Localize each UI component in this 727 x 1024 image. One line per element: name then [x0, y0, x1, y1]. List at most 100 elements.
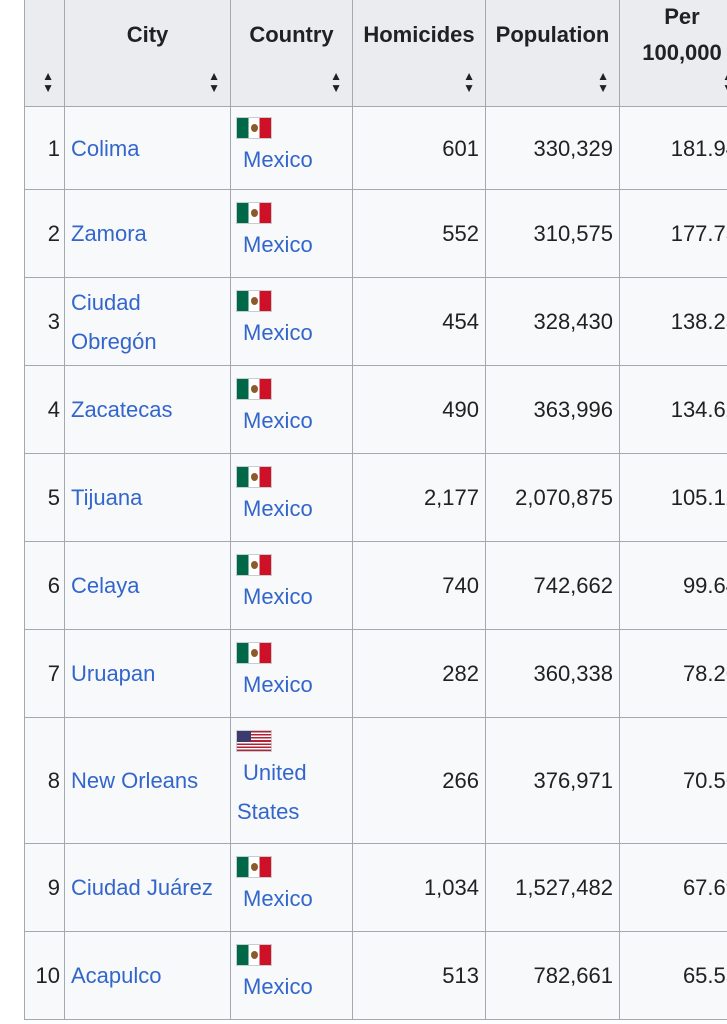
city-link[interactable]: Colima: [71, 135, 140, 161]
mexico-flag-icon[interactable]: [237, 117, 271, 138]
city-cell: Acapulco: [64, 931, 231, 1020]
united-states-flag-icon[interactable]: [237, 730, 271, 751]
mexico-flag-icon[interactable]: [237, 857, 271, 877]
sort-both-icon[interactable]: ▲▼: [208, 69, 220, 95]
city-cell: Zacatecas: [64, 365, 231, 454]
rank-cell: 1: [24, 106, 65, 190]
country-link[interactable]: Mexico: [243, 672, 313, 697]
city-link[interactable]: New Orleans: [71, 768, 199, 793]
rank-cell: 9: [24, 843, 65, 932]
homicides-cell: 490: [352, 365, 486, 454]
column-header-city[interactable]: City ▲ ▼: [64, 0, 231, 107]
column-header-label: Homicides: [363, 22, 475, 47]
column-header-label: Country: [249, 22, 334, 47]
per-100000-cell: 67.69: [619, 843, 727, 932]
column-header-label: City: [126, 22, 169, 47]
city-cell: Zamora: [64, 189, 231, 278]
country-link[interactable]: Mexico: [243, 974, 313, 999]
mexico-flag-icon[interactable]: [237, 555, 271, 575]
mexico-flag-icon[interactable]: [237, 203, 271, 223]
rank-cell: 5: [24, 453, 65, 542]
city-link[interactable]: Uruapan: [71, 661, 156, 686]
country-cell: Mexico: [230, 365, 353, 454]
rank-cell: 6: [24, 541, 65, 630]
city-cell: New Orleans: [64, 717, 231, 844]
country-link[interactable]: Mexico: [243, 320, 313, 345]
homicides-cell: 740: [352, 541, 486, 630]
mexico-flag-icon[interactable]: [237, 379, 271, 399]
population-cell: 376,971: [485, 717, 620, 844]
sort-both-icon[interactable]: ▲▼: [330, 69, 342, 95]
city-link[interactable]: Tijuana: [71, 485, 143, 510]
column-header-label: Population: [495, 22, 610, 47]
per-100000-cell: 138.23: [619, 277, 727, 366]
city-link[interactable]: Ciudad Obregón: [71, 289, 157, 354]
population-cell: 330,329: [485, 106, 620, 190]
population-cell: 2,070,875: [485, 453, 620, 542]
country-link[interactable]: Mexico: [243, 232, 313, 257]
country-link[interactable]: Mexico: [243, 408, 313, 433]
city-cell: Uruapan: [64, 629, 231, 718]
population-cell: 742,662: [485, 541, 620, 630]
column-header-population[interactable]: Population ▲ ▼: [485, 0, 620, 107]
city-link[interactable]: Zamora: [71, 221, 147, 246]
rank-cell: 8: [24, 717, 65, 844]
mexico-flag-icon[interactable]: [237, 291, 271, 311]
population-cell: 310,575: [485, 189, 620, 278]
column-header-rank[interactable]: ▲ ▼: [24, 0, 65, 107]
column-header-homicides[interactable]: Homicides ▲ ▼: [352, 0, 486, 107]
population-cell: 363,996: [485, 365, 620, 454]
rank-cell: 3: [24, 277, 65, 366]
city-cell: Colima: [64, 106, 231, 190]
country-link[interactable]: Mexico: [243, 496, 313, 521]
sort-both-icon[interactable]: ▲▼: [597, 69, 609, 95]
city-link[interactable]: Acapulco: [71, 963, 162, 988]
homicides-cell: 1,034: [352, 843, 486, 932]
sort-both-icon[interactable]: ▲▼: [722, 70, 727, 94]
homicides-cell: 266: [352, 717, 486, 844]
homicides-cell: 601: [352, 106, 486, 190]
sort-both-icon[interactable]: ▲▼: [463, 69, 475, 95]
population-cell: 1,527,482: [485, 843, 620, 932]
table-header-row: ▲ ▼ City ▲ ▼ Country ▲ ▼ Homicides ▲ ▼ Popul…: [24, 0, 727, 107]
sort-both-icon[interactable]: ▲▼: [42, 69, 54, 95]
per-100000-cell: 181.94: [619, 106, 727, 190]
per-100000-cell: 78.26: [619, 629, 727, 718]
country-link[interactable]: Mexico: [243, 886, 313, 911]
per-100000-cell: 70.56: [619, 717, 727, 844]
country-cell: Mexico: [230, 629, 353, 718]
mexico-flag-icon[interactable]: [237, 945, 271, 965]
country-link[interactable]: Mexico: [243, 146, 313, 172]
country-link[interactable]: Mexico: [243, 584, 313, 609]
country-cell: Mexico: [230, 106, 353, 190]
city-cell: Ciudad Juárez: [64, 843, 231, 932]
population-cell: 782,661: [485, 931, 620, 1020]
homicides-cell: 2,177: [352, 453, 486, 542]
country-cell: Mexico: [230, 541, 353, 630]
column-header-label: Per 100,000: [642, 4, 722, 65]
city-link[interactable]: Ciudad Juárez: [71, 875, 213, 900]
country-cell: Mexico: [230, 277, 353, 366]
country-link[interactable]: United States: [237, 759, 307, 824]
homicides-cell: 552: [352, 189, 486, 278]
population-cell: 328,430: [485, 277, 620, 366]
column-header-country[interactable]: Country ▲ ▼: [230, 0, 353, 107]
city-cell: Tijuana: [64, 453, 231, 542]
homicides-cell: 513: [352, 931, 486, 1020]
mexico-flag-icon[interactable]: [237, 467, 271, 487]
city-cell: Celaya: [64, 541, 231, 630]
country-cell: Mexico: [230, 931, 353, 1020]
mexico-flag-icon[interactable]: [237, 643, 271, 663]
city-link[interactable]: Celaya: [71, 573, 140, 598]
homicides-cell: 282: [352, 629, 486, 718]
column-header-per-100000[interactable]: Per 100,000 ▲▼: [619, 0, 727, 107]
city-link[interactable]: Zacatecas: [71, 397, 173, 422]
homicide-rate-table: ▲ ▼ City ▲ ▼ Country ▲ ▼ Homicides ▲ ▼ Popul…: [24, 0, 727, 1020]
